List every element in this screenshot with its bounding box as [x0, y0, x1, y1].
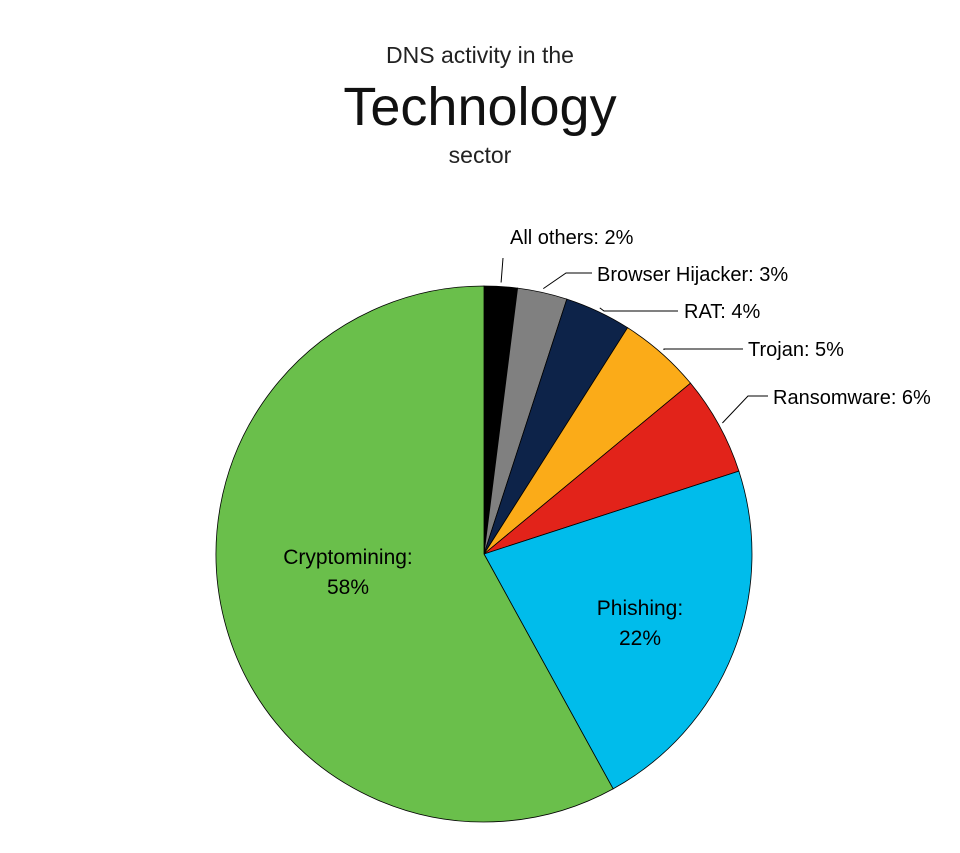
slice-cryptomining: [215, 285, 614, 823]
label-trojan: Trojan: 5%: [748, 339, 844, 361]
chart-title: Technology: [343, 77, 617, 137]
pie-slices: [215, 285, 753, 823]
leader-line-trojan: [663, 348, 743, 351]
chart-title-suffix: sector: [448, 142, 512, 168]
leader-line-ransomware: [722, 395, 768, 424]
label-cryptomining-name: Cryptomining:: [283, 546, 413, 569]
leader-line-all-others: [500, 257, 504, 283]
label-rat: RAT: 4%: [684, 301, 761, 323]
label-phishing-value: 22%: [619, 627, 661, 650]
leader-lines: [500, 257, 768, 424]
label-cryptomining-value: 58%: [327, 576, 369, 599]
label-phishing-name: Phishing:: [597, 597, 683, 620]
slice-phishing: [483, 470, 753, 790]
leader-line-browser-hijacker: [543, 272, 592, 290]
label-ransomware: Ransomware: 6%: [773, 387, 931, 409]
label-browser-hijacker: Browser Hijacker: 3%: [597, 264, 788, 286]
leader-line-rat: [599, 307, 678, 312]
chart-title-prefix: DNS activity in the: [386, 42, 574, 68]
label-all-others: All others: 2%: [510, 227, 634, 249]
